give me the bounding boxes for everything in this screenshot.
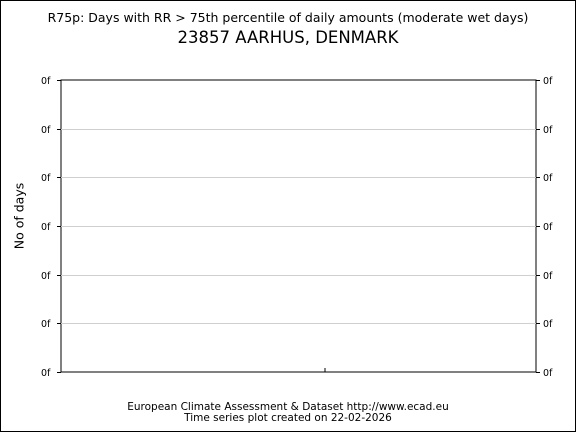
y-tick-label-left: 0f bbox=[41, 368, 51, 379]
y-tick-label-right: 0f bbox=[543, 368, 553, 379]
y-tick-label-right: 0f bbox=[543, 271, 553, 282]
y-tick-label-left: 0f bbox=[41, 125, 51, 136]
y-tick-label-left: 0f bbox=[41, 271, 51, 282]
footer-created: Time series plot created on 22-02-2026 bbox=[184, 412, 392, 424]
y-tick-label-right: 0f bbox=[543, 173, 553, 184]
y-tick-label-left: 0f bbox=[41, 222, 51, 233]
y-tick-label-left: 0f bbox=[41, 173, 51, 184]
y-tick-label-left: 0f bbox=[41, 76, 51, 87]
y-tick-label-right: 0f bbox=[543, 125, 553, 136]
footer-source: European Climate Assessment & Dataset ht… bbox=[127, 401, 449, 413]
grid-lines bbox=[61, 129, 536, 324]
chart-title: R75p: Days with RR > 75th percentile of … bbox=[47, 10, 529, 25]
chart-subtitle: 23857 AARHUS, DENMARK bbox=[177, 28, 399, 47]
y-tick-label-left: 0f bbox=[41, 319, 51, 330]
axis-ticks bbox=[57, 80, 540, 373]
y-tick-label-right: 0f bbox=[543, 222, 553, 233]
y-tick-label-right: 0f bbox=[543, 76, 553, 87]
y-tick-label-right: 0f bbox=[543, 319, 553, 330]
